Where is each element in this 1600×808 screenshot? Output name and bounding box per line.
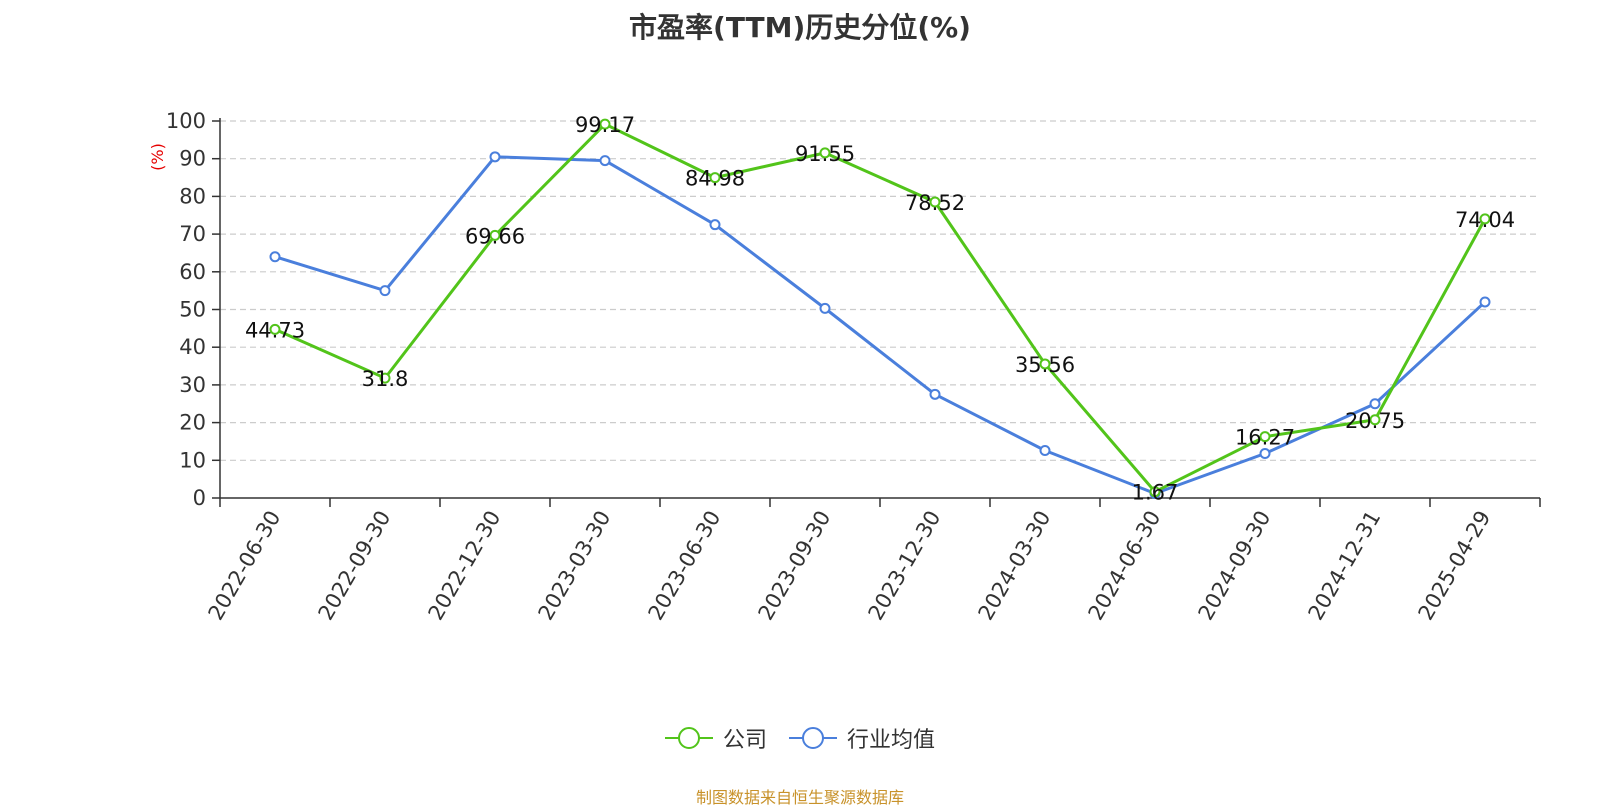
data-source-note: 制图数据来自恒生聚源数据库: [695, 788, 904, 807]
y-tick-label: 50: [179, 298, 206, 322]
y-tick-label: 90: [179, 147, 206, 171]
legend-label-company: 公司: [722, 728, 767, 753]
legend-item-industry[interactable]: 行业均值: [789, 722, 935, 754]
data-point-1: [709, 219, 721, 231]
data-point-0: [709, 172, 721, 184]
data-label: 16.27: [1235, 426, 1295, 450]
data-point-0: [1369, 414, 1381, 426]
data-point-0: [269, 323, 281, 335]
data-point-1: [269, 251, 281, 263]
data-label: 84.98: [685, 167, 745, 191]
data-point-0: [1039, 358, 1051, 370]
data-point-0: [1479, 213, 1491, 225]
data-label: 35.56: [1015, 353, 1075, 377]
data-point-0: [1259, 431, 1271, 443]
y-tick-label: 30: [179, 373, 206, 397]
y-tick-label: 20: [179, 411, 206, 435]
y-tick-label: 40: [179, 335, 206, 359]
x-tick-label: 2022-12-30: [424, 507, 506, 625]
x-tick-label: 2022-06-30: [204, 507, 286, 625]
x-tick-label: 2025-04-29: [1414, 507, 1496, 625]
data-point-0: [929, 196, 941, 208]
data-label: 69.66: [465, 224, 525, 248]
data-label: 78.52: [905, 191, 965, 215]
data-point-1: [1369, 398, 1381, 410]
legend-marker-company: [664, 727, 713, 749]
data-label: 44.73: [245, 318, 305, 342]
data-point-1: [489, 151, 501, 163]
data-point-0: [1149, 486, 1161, 498]
data-label: 20.75: [1345, 409, 1405, 433]
data-label: 91.55: [795, 142, 855, 166]
x-tick-label: 2022-09-30: [314, 507, 396, 625]
y-tick-label: 0: [193, 486, 206, 510]
chart-legend: 公司 行业均值: [0, 722, 1600, 754]
series-line-1: [274, 155, 1487, 495]
y-tick-label: 70: [179, 222, 206, 246]
data-point-0: [379, 372, 391, 384]
x-tick-label: 2024-09-30: [1194, 507, 1276, 625]
data-label: 31.8: [362, 367, 409, 391]
x-tick-label: 2023-03-30: [534, 507, 616, 625]
data-point-0: [819, 147, 831, 159]
x-tick-label: 2023-12-30: [864, 507, 946, 625]
data-label: 1.67: [1132, 481, 1179, 505]
y-axis-label: (%): [148, 143, 167, 171]
series-line-0: [274, 122, 1487, 494]
legend-item-company[interactable]: 公司: [664, 722, 767, 754]
data-point-1: [379, 285, 391, 297]
y-tick-label: 100: [166, 109, 206, 133]
x-tick-label: 2023-06-30: [644, 507, 726, 625]
data-label: 99.17: [575, 113, 635, 137]
data-point-1: [599, 155, 611, 167]
y-tick-label: 80: [179, 184, 206, 208]
data-point-1: [819, 302, 831, 314]
x-tick-label: 2024-12-31: [1304, 507, 1386, 625]
chart-title: 市盈率(TTM)历史分位(%): [629, 11, 971, 44]
x-tick-label: 2024-06-30: [1084, 507, 1166, 625]
data-point-0: [489, 229, 501, 241]
y-tick-label: 10: [179, 448, 206, 472]
legend-marker-industry: [789, 727, 837, 749]
data-point-0: [599, 118, 611, 130]
data-label: 74.04: [1455, 208, 1515, 232]
x-tick-label: 2023-09-30: [754, 507, 836, 625]
x-tick-label: 2024-03-30: [974, 507, 1056, 625]
data-point-1: [929, 388, 941, 400]
data-point-1: [1039, 444, 1051, 456]
data-point-1: [1259, 448, 1271, 460]
data-point-1: [1479, 296, 1491, 308]
y-tick-label: 60: [179, 260, 206, 284]
legend-label-industry: 行业均值: [847, 728, 936, 753]
